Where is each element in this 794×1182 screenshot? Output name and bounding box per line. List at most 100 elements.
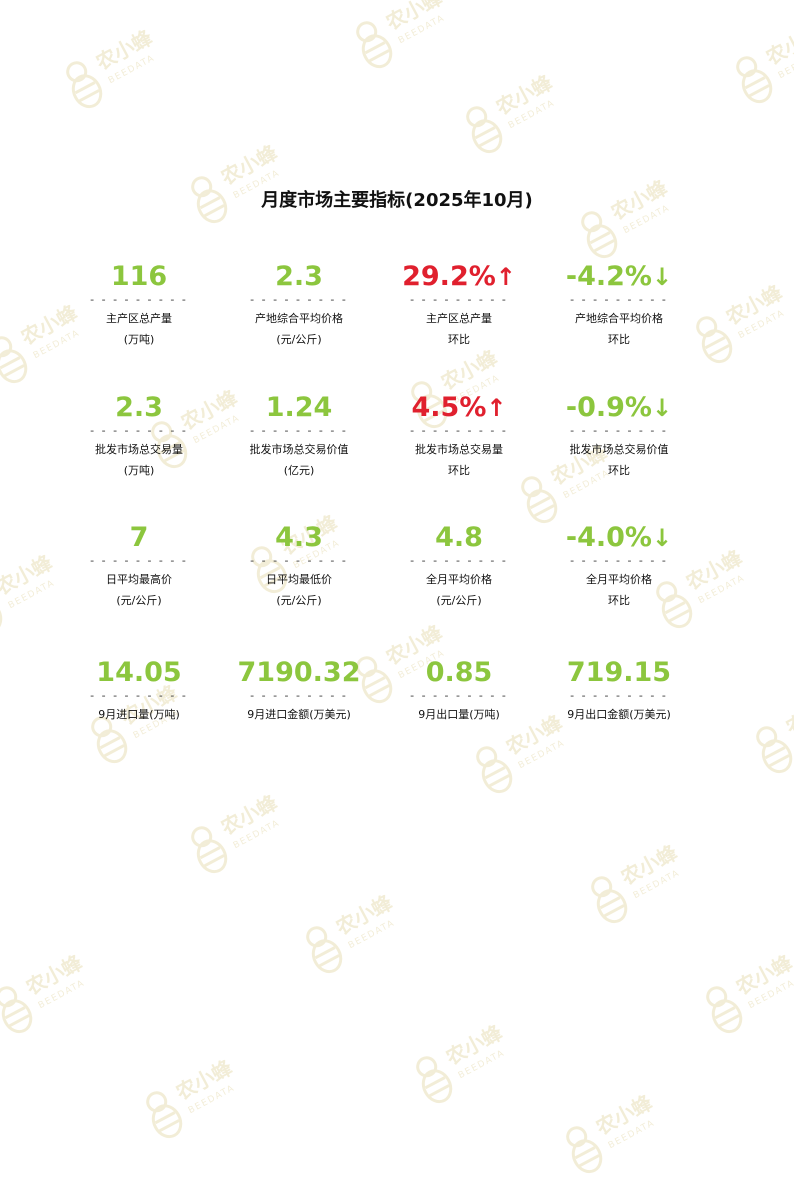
kpi-row-trade: 14.05 - - - - - - - - - 9月进口量(万吨) 7190.3… xyxy=(59,658,699,724)
kpi-label: 主产区总产量 xyxy=(106,312,172,325)
kpi-value: 1.24 xyxy=(265,392,333,423)
kpi-daily-avg-low: 4.3 - - - - - - - - - 日平均最低价 (元/公斤) xyxy=(219,523,379,610)
kpi-label: 9月出口量(万吨) xyxy=(418,708,500,721)
kpi-divider: - - - - - - - - - xyxy=(90,554,188,567)
svg-text:BEEDATA: BEEDATA xyxy=(507,98,557,131)
kpi-row-production-price: 116 - - - - - - - - - 主产区总产量 (万吨) 2.3 - … xyxy=(59,262,699,349)
kpi-divider: - - - - - - - - - xyxy=(90,424,188,437)
svg-text:BEEDATA: BEEDATA xyxy=(187,1083,237,1116)
kpi-value: -4.0%↓ xyxy=(565,522,673,553)
bee-watermark-logo: 农小蜂 BEEDATA xyxy=(66,25,157,109)
kpi-unit: (元/公斤) xyxy=(276,333,322,346)
kpi-row-daily-price: 7 - - - - - - - - - 日平均最高价 (元/公斤) 4.3 - … xyxy=(59,523,699,610)
bee-watermark-logo: 农小蜂 BEEDATA xyxy=(0,950,87,1034)
kpi-label: 批发市场总交易价值 xyxy=(569,443,669,456)
kpi-origin-avg-price-mom: -4.2%↓ - - - - - - - - - 产地综合平均价格 环比 xyxy=(539,262,699,349)
bee-watermark-logo: 农小蜂 BEEDATA xyxy=(591,840,682,924)
svg-text:BEEDATA: BEEDATA xyxy=(777,48,794,81)
kpi-wholesale-volume: 2.3 - - - - - - - - - 批发市场总交易量 (万吨) xyxy=(59,393,219,480)
kpi-label: 批发市场总交易价值 xyxy=(249,443,349,456)
kpi-daily-avg-high: 7 - - - - - - - - - 日平均最高价 (元/公斤) xyxy=(59,523,219,610)
svg-text:农小蜂: 农小蜂 xyxy=(216,140,282,190)
kpi-value: -0.9%↓ xyxy=(565,392,673,423)
svg-text:农小蜂: 农小蜂 xyxy=(331,890,397,940)
kpi-divider: - - - - - - - - - xyxy=(410,293,508,306)
kpi-value: 2.3 xyxy=(275,261,323,292)
kpi-unit: 环比 xyxy=(448,333,470,346)
svg-text:BEEDATA: BEEDATA xyxy=(107,53,157,86)
svg-text:BEEDATA: BEEDATA xyxy=(7,578,57,611)
kpi-divider: - - - - - - - - - xyxy=(570,689,668,702)
bee-watermark-logo: 农小蜂 BEEDATA xyxy=(736,20,794,104)
svg-text:BEEDATA: BEEDATA xyxy=(632,868,682,901)
kpi-import-value: 7190.32 - - - - - - - - - 9月进口金额(万美元) xyxy=(219,658,379,724)
svg-text:农小蜂: 农小蜂 xyxy=(761,20,794,70)
svg-text:农小蜂: 农小蜂 xyxy=(616,840,682,890)
svg-text:农小蜂: 农小蜂 xyxy=(21,950,87,1000)
kpi-main-region-output: 116 - - - - - - - - - 主产区总产量 (万吨) xyxy=(59,262,219,349)
kpi-label: 批发市场总交易量 xyxy=(95,443,183,456)
kpi-value: 7 xyxy=(129,522,149,553)
kpi-unit: (元/公斤) xyxy=(276,594,322,607)
kpi-label: 9月进口金额(万美元) xyxy=(247,708,351,721)
kpi-value: 14.05 xyxy=(96,657,182,688)
kpi-divider: - - - - - - - - - xyxy=(250,554,348,567)
svg-text:BEEDATA: BEEDATA xyxy=(607,1118,657,1151)
arrow-down-icon: ↓ xyxy=(651,263,673,291)
kpi-month-avg-price-mom: -4.0%↓ - - - - - - - - - 全月平均价格 环比 xyxy=(539,523,699,610)
svg-text:BEEDATA: BEEDATA xyxy=(232,818,282,851)
kpi-divider: - - - - - - - - - xyxy=(90,689,188,702)
bee-watermark-logo: 农小蜂 BEEDATA xyxy=(566,1090,657,1174)
svg-text:BEEDATA: BEEDATA xyxy=(37,978,87,1011)
svg-text:农小蜂: 农小蜂 xyxy=(381,0,447,35)
kpi-unit: (万吨) xyxy=(123,333,155,346)
svg-text:农小蜂: 农小蜂 xyxy=(591,1090,657,1140)
kpi-unit: (亿元) xyxy=(283,464,315,477)
bee-watermark-logo: 农小蜂 BEEDATA xyxy=(416,1020,507,1104)
kpi-value: 0.85 xyxy=(425,657,493,688)
kpi-wholesale-value-mom: -0.9%↓ - - - - - - - - - 批发市场总交易价值 环比 xyxy=(539,393,699,480)
kpi-label: 全月平均价格 xyxy=(426,573,492,586)
kpi-origin-avg-price: 2.3 - - - - - - - - - 产地综合平均价格 (元/公斤) xyxy=(219,262,379,349)
kpi-month-avg-price: 4.8 - - - - - - - - - 全月平均价格 (元/公斤) xyxy=(379,523,539,610)
svg-text:BEEDATA: BEEDATA xyxy=(747,978,794,1011)
svg-text:农小蜂: 农小蜂 xyxy=(216,790,282,840)
kpi-unit: (元/公斤) xyxy=(436,594,482,607)
kpi-unit: (万吨) xyxy=(123,464,155,477)
kpi-divider: - - - - - - - - - xyxy=(570,554,668,567)
arrow-down-icon: ↓ xyxy=(651,394,673,422)
kpi-row-wholesale: 2.3 - - - - - - - - - 批发市场总交易量 (万吨) 1.24… xyxy=(59,393,699,480)
svg-text:农小蜂: 农小蜂 xyxy=(171,1055,237,1105)
arrow-up-icon: ↑ xyxy=(495,263,516,291)
page-title: 月度市场主要指标(2025年10月) xyxy=(261,190,533,211)
svg-text:农小蜂: 农小蜂 xyxy=(441,1020,507,1070)
bee-watermark-logo: 农小蜂 BEEDATA xyxy=(466,70,557,154)
kpi-unit: 环比 xyxy=(448,464,470,477)
kpi-divider: - - - - - - - - - xyxy=(570,293,668,306)
kpi-label: 批发市场总交易量 xyxy=(415,443,503,456)
bee-watermark-logo: 农小蜂 BEEDATA xyxy=(191,790,282,874)
kpi-divider: - - - - - - - - - xyxy=(410,424,508,437)
kpi-unit: 环比 xyxy=(608,594,630,607)
kpi-value: -4.2%↓ xyxy=(565,261,673,292)
svg-text:农小蜂: 农小蜂 xyxy=(731,950,794,1000)
bee-watermark-logo: 农小蜂 BEEDATA xyxy=(581,175,672,259)
bee-watermark-logo: 农小蜂 BEEDATA xyxy=(306,890,397,974)
kpi-label: 产地综合平均价格 xyxy=(575,312,663,325)
kpi-divider: - - - - - - - - - xyxy=(410,689,508,702)
svg-text:农小蜂: 农小蜂 xyxy=(0,550,57,600)
bee-watermark-logo: 农小蜂 BEEDATA xyxy=(191,140,282,224)
svg-text:BEEDATA: BEEDATA xyxy=(347,918,397,951)
kpi-value: 4.3 xyxy=(275,522,323,553)
kpi-label: 9月出口金额(万美元) xyxy=(567,708,671,721)
svg-text:农小蜂: 农小蜂 xyxy=(721,280,787,330)
svg-text:BEEDATA: BEEDATA xyxy=(457,1048,507,1081)
svg-text:BEEDATA: BEEDATA xyxy=(397,13,447,46)
kpi-import-volume: 14.05 - - - - - - - - - 9月进口量(万吨) xyxy=(59,658,219,724)
kpi-unit: 环比 xyxy=(608,333,630,346)
kpi-wholesale-volume-mom: 4.5%↑ - - - - - - - - - 批发市场总交易量 环比 xyxy=(379,393,539,480)
bee-watermark-logo: 农小蜂 BEEDATA xyxy=(356,0,447,69)
svg-text:农小蜂: 农小蜂 xyxy=(91,25,157,75)
kpi-divider: - - - - - - - - - xyxy=(410,554,508,567)
kpi-value: 719.15 xyxy=(566,657,672,688)
